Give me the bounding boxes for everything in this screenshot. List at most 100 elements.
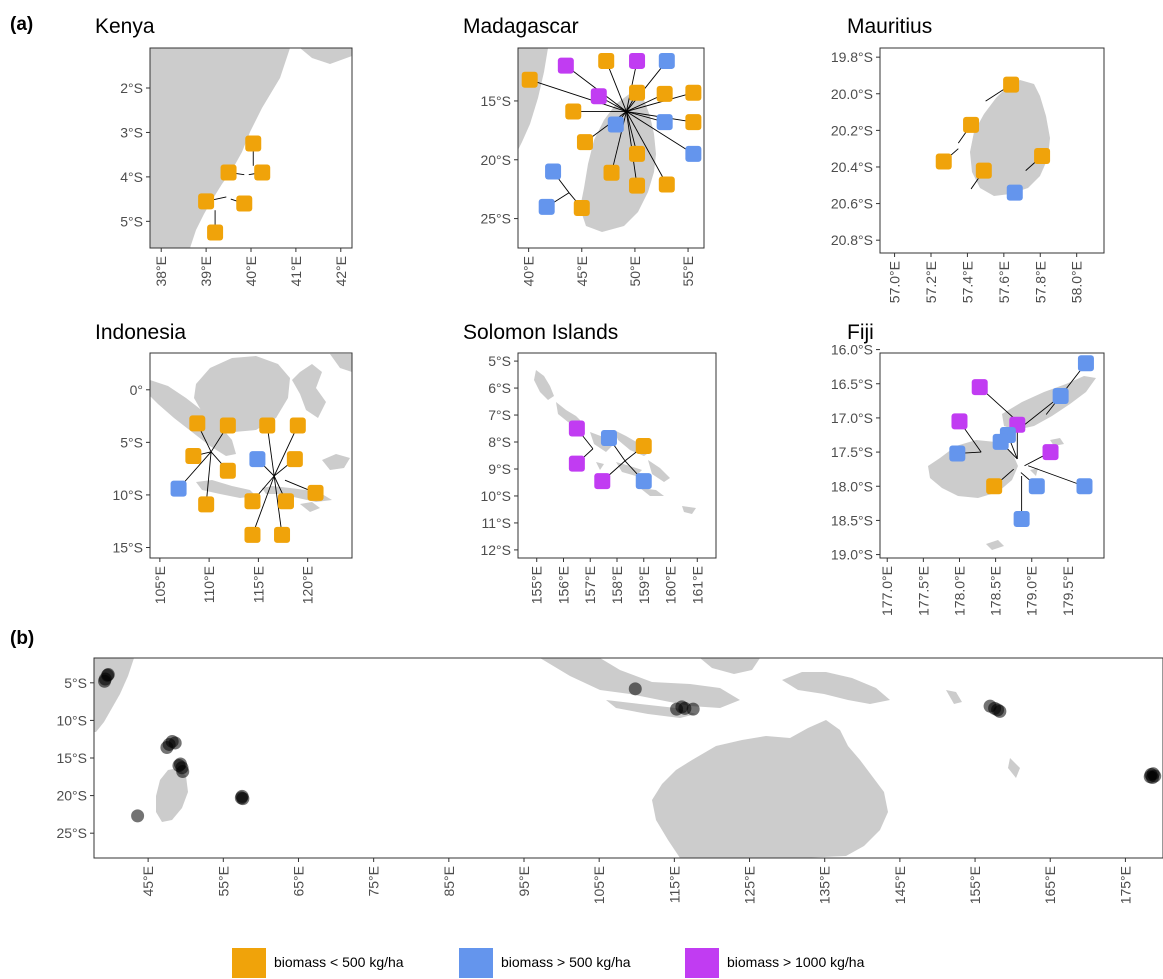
mauritius-ytick-label-0: 19.8°S [831, 49, 873, 65]
overview-xtick-label-12: 165°E [1042, 866, 1058, 904]
fiji-site-marker-6 [992, 433, 1009, 450]
solomon-xtick-label-6: 161°E [689, 566, 705, 604]
indonesia-site-leader-7 [273, 425, 299, 477]
overview-site-point-16 [628, 682, 642, 696]
fiji-landmass [928, 376, 1096, 550]
indonesia-site-leader-13 [252, 475, 275, 536]
kenya-xtick-label-2: 40°E [243, 256, 259, 287]
kenya-site-marker-1 [220, 164, 237, 181]
map-madagascar: 40°E 45°E 50°E 55°E 15°S 20°S 25°S [480, 47, 705, 287]
madagascar-site-marker-13 [576, 134, 593, 151]
kenya-xtick-label-3: 41°E [288, 256, 304, 287]
map-overview: 45°E 55°E 65°E 75°E 85°E 95°E 105°E 115°E 125°E 1… [56, 657, 1163, 904]
panel-title-indonesia: Indonesia [95, 321, 186, 344]
madagascar-site-leader-8 [626, 92, 694, 112]
kenya-xtick-label-1: 39°E [198, 256, 214, 287]
solomon-ytick-label-4: 9°S [488, 461, 511, 477]
madagascar-site-marker-10 [607, 116, 624, 133]
mauritius-xtick-label-5: 58.0°E [1069, 261, 1085, 303]
mauritius-site-marker-4 [1034, 147, 1051, 164]
indonesia-site-marker-9 [286, 451, 303, 468]
legend-item-low: biomass < 500 kg/ha [232, 948, 404, 978]
legend: biomass < 500 kg/ha biomass > 500 kg/ha … [232, 948, 865, 978]
fiji-site-marker-0 [1077, 355, 1094, 372]
kenya-site-marker-2 [254, 164, 271, 181]
fiji-site-marker-8 [1042, 444, 1059, 461]
mauritius-ytick-label-2: 20.2°S [831, 122, 873, 138]
solomon-site-marker-2 [600, 429, 617, 446]
fiji-ytick-label-3: 17.5°S [831, 444, 873, 460]
madagascar-site-marker-6 [629, 84, 646, 101]
mauritius-frame [879, 47, 1105, 254]
solomon-ytick-label-1: 6°S [488, 380, 511, 396]
indonesia-site-marker-0 [189, 415, 206, 432]
overview-site-point-12 [131, 809, 145, 823]
overview-xtick-label-0: 45°E [140, 866, 156, 897]
fiji-site-marker-3 [951, 413, 968, 430]
panel-title-solomon-islands: Solomon Islands [463, 321, 618, 344]
overview-ytick-label-1: 10°S [56, 712, 87, 728]
solomon-ytick-label-7: 12°S [480, 542, 511, 558]
madagascar-site-marker-14 [629, 145, 646, 162]
overview-xtick-label-8: 125°E [742, 866, 758, 904]
overview-xtick-label-7: 115°E [666, 866, 682, 903]
legend-item-mid: biomass > 500 kg/ha [459, 948, 631, 978]
indonesia-ytick-label-3: 15°S [112, 539, 143, 555]
mauritius-xtick-label-4: 57.8°E [1032, 261, 1048, 303]
mauritius-ytick-label-1: 20.0°S [831, 86, 873, 102]
madagascar-site-marker-12 [685, 114, 702, 131]
indonesia-site-marker-5 [198, 496, 215, 513]
fiji-ytick-label-6: 19.0°S [831, 547, 873, 563]
fiji-xtick-label-4: 179.0°E [1024, 566, 1040, 616]
madagascar-xtick-label-0: 40°E [521, 256, 537, 287]
indonesia-site-leader-5 [205, 451, 212, 505]
fiji-ytick-label-0: 16.0°S [831, 342, 873, 358]
solomon-ytick-label-6: 11°S [482, 515, 511, 531]
indonesia-ytick-label-2: 10°S [112, 487, 143, 503]
mauritius-xtick-label-3: 57.6°E [996, 261, 1012, 303]
madagascar-site-marker-21 [573, 200, 590, 216]
kenya-landmass [150, 48, 352, 248]
map-indonesia: 105°E 110°E 115°E 120°E 0° 5°S 10°S 15°S [112, 352, 353, 604]
overview-ytick-label-3: 20°S [56, 788, 87, 804]
overview-xtick-label-10: 145°E [892, 866, 908, 904]
fiji-site-marker-1 [971, 379, 988, 396]
solomon-ytick-label-5: 10°S [480, 488, 511, 504]
fiji-site-marker-7 [949, 445, 966, 462]
indonesia-xtick-label-3: 120°E [300, 566, 316, 604]
madagascar-site-marker-7 [656, 85, 673, 102]
solomon-xtick-label-0: 155°E [529, 566, 545, 604]
solomon-xtick-label-5: 160°E [663, 566, 679, 604]
mauritius-site-marker-3 [975, 162, 992, 179]
legend-label-high: biomass > 1000 kg/ha [727, 954, 865, 970]
indonesia-site-marker-12 [307, 484, 324, 501]
indonesia-site-leader-6 [266, 425, 275, 477]
indonesia-site-marker-2 [185, 448, 202, 465]
fiji-site-marker-10 [1028, 478, 1045, 495]
map-mauritius: 57.0°E 57.2°E 57.4°E 57.6°E 57.8°E 58.0°E 19.8… [831, 47, 1105, 303]
madagascar-site-marker-0 [521, 71, 538, 88]
fiji-xtick-label-2: 178.0°E [951, 566, 967, 616]
legend-item-high: biomass > 1000 kg/ha [685, 948, 865, 978]
mauritius-ytick-label-3: 20.4°S [831, 159, 873, 175]
overview-xtick-label-11: 155°E [967, 866, 983, 904]
solomon-xtick-label-2: 157°E [582, 566, 598, 604]
fiji-site-marker-2 [1052, 388, 1069, 405]
solomon-xtick-label-1: 156°E [555, 566, 571, 604]
kenya-ytick-label-1: 3°S [120, 124, 143, 140]
mauritius-ytick-label-5: 20.8°S [831, 232, 873, 248]
madagascar-site-marker-8 [685, 84, 702, 101]
fiji-ytick-label-5: 18.5°S [831, 512, 873, 528]
madagascar-site-marker-1 [557, 57, 574, 74]
indonesia-xtick-label-2: 115°E [250, 566, 266, 603]
mauritius-xtick-label-2: 57.4°E [959, 261, 975, 303]
indonesia-landmass [150, 354, 352, 512]
fiji-site-marker-9 [986, 478, 1003, 495]
fiji-frame [879, 352, 1105, 559]
solomon-ytick-label-0: 5°S [488, 353, 511, 369]
indonesia-xtick-label-1: 110°E [201, 566, 217, 603]
solomon-site-marker-4 [594, 473, 611, 490]
madagascar-ytick-label-2: 25°S [480, 211, 511, 227]
madagascar-frame [517, 47, 705, 249]
